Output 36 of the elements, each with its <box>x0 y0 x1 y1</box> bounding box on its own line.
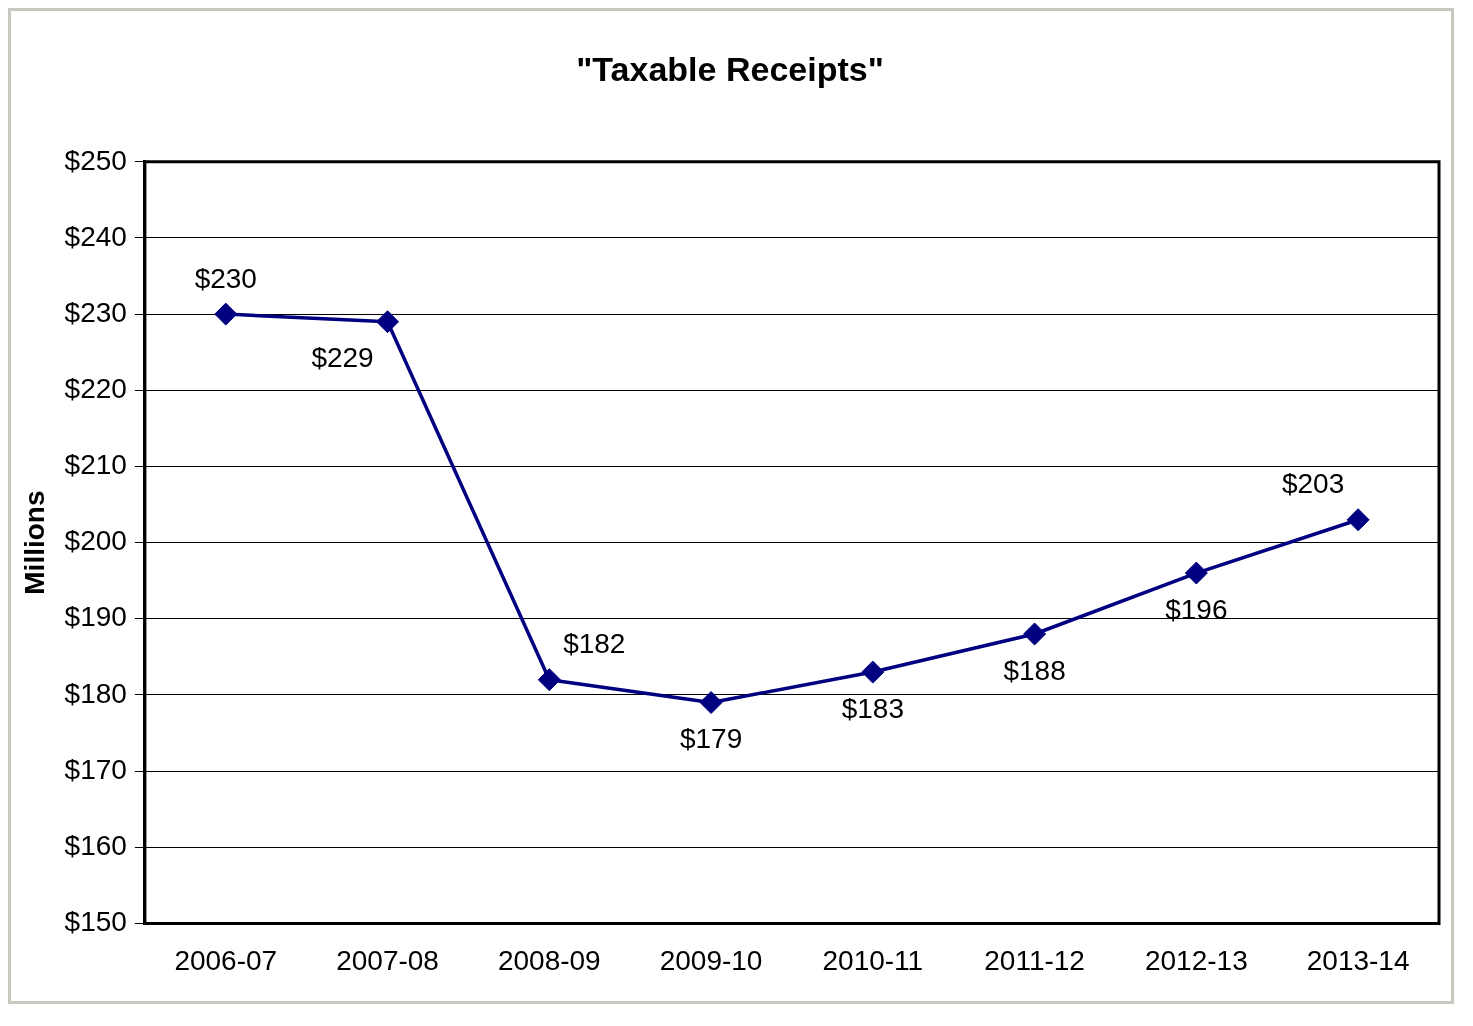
y-axis-title: Millions <box>18 490 50 595</box>
y-tick-label: $210 <box>64 449 127 481</box>
point <box>1184 561 1208 585</box>
data-label: $182 <box>563 628 626 660</box>
x-tick-label: 2009-10 <box>659 944 763 976</box>
y-tick-label: $190 <box>64 601 127 633</box>
x-tick-label: 2013-14 <box>1306 944 1410 976</box>
point <box>376 310 400 334</box>
x-tick-label: 2008-09 <box>497 944 601 976</box>
y-tick-label: $220 <box>64 373 127 404</box>
y-tick-label: $180 <box>64 677 127 709</box>
data-label: $230 <box>194 262 257 294</box>
y-tick-label: $230 <box>64 296 127 328</box>
data-label: $188 <box>1003 654 1066 686</box>
data-label: $229 <box>311 342 374 374</box>
y-tick-label: $240 <box>64 220 127 252</box>
chart-title: "Taxable Receipts" <box>576 49 884 88</box>
y-tick-label: $160 <box>64 829 127 861</box>
x-tick-label: 2011-12 <box>984 944 1085 976</box>
point <box>214 302 238 326</box>
x-tick-label: 2010-11 <box>822 944 924 976</box>
y-tick-label: $200 <box>64 525 127 557</box>
data-label: $183 <box>841 692 904 724</box>
point <box>1023 622 1047 646</box>
x-tick-label: 2012-13 <box>1144 944 1248 976</box>
point <box>1346 508 1370 532</box>
y-tick-label: $170 <box>64 753 127 785</box>
x-tick-label: 2007-08 <box>336 944 439 976</box>
data-label: $203 <box>1281 468 1345 500</box>
point <box>699 691 723 715</box>
y-tick-label: $150 <box>64 906 127 938</box>
y-tick-label: $250 <box>64 144 127 176</box>
point <box>537 668 561 692</box>
point <box>861 660 885 684</box>
x-tick-label: 2006-07 <box>174 944 278 976</box>
data-label: $179 <box>679 723 743 755</box>
